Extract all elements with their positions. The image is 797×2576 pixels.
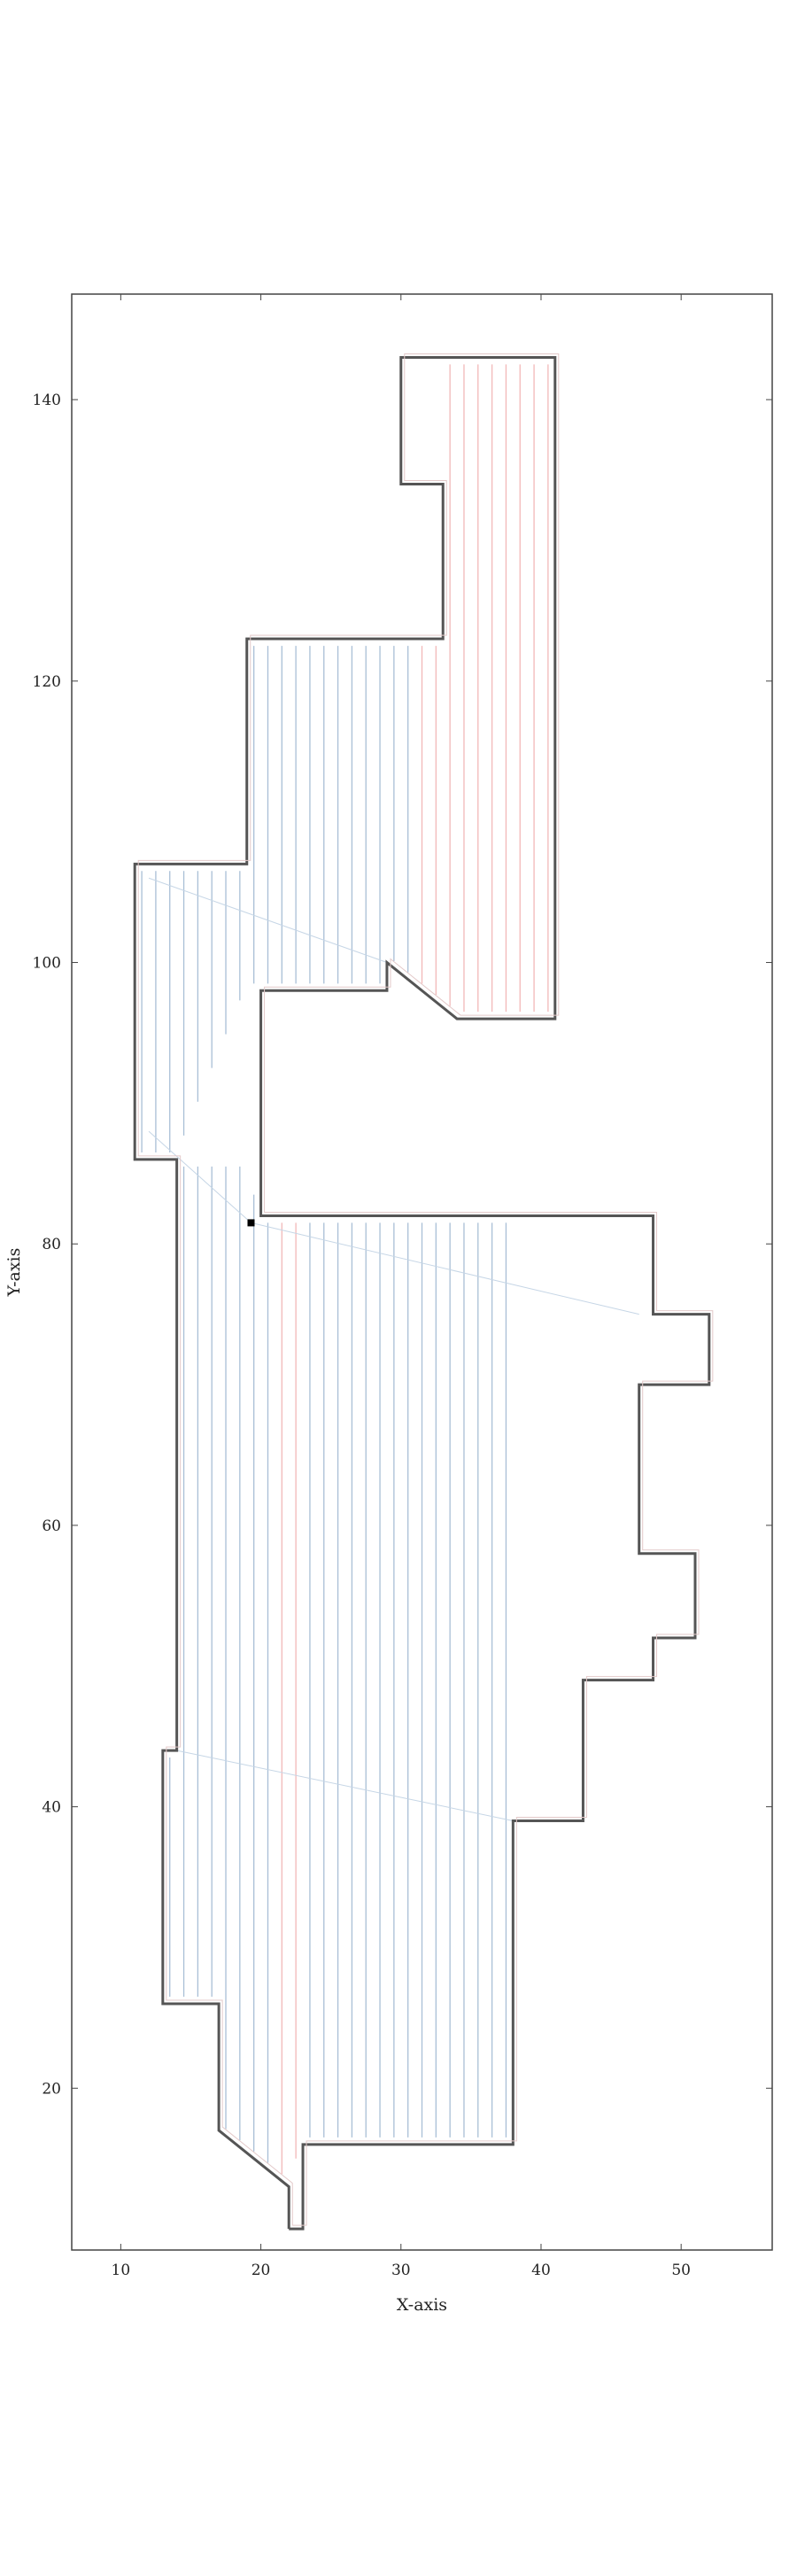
- x-tick-label: 10: [112, 2262, 131, 2279]
- y-tick-label: 140: [33, 392, 61, 409]
- y-axis-title: Y-axis: [4, 1248, 24, 1298]
- x-tick-label: 20: [251, 2262, 271, 2279]
- sweep-lines: [141, 364, 549, 2175]
- y-tick-label: 80: [42, 1236, 61, 1253]
- transit-path: [176, 1750, 514, 1822]
- transit-path: [251, 1222, 639, 1315]
- x-tick-label: 30: [391, 2262, 411, 2279]
- x-tick-label: 50: [671, 2262, 691, 2279]
- x-axis-title: X-axis: [397, 2295, 447, 2315]
- y-tick-label: 60: [42, 1517, 61, 1535]
- transit-path: [148, 877, 388, 964]
- transit-path: [148, 1130, 251, 1223]
- plot-area: [133, 353, 714, 2231]
- y-tick-label: 120: [33, 673, 61, 691]
- y-tick-label: 100: [33, 955, 61, 973]
- boundary-outline: [133, 355, 711, 2231]
- start-marker: [247, 1219, 255, 1227]
- axes: 10 20 30 40 50 20 40 60 80 100 120 140: [33, 293, 773, 2279]
- x-tick-label: 40: [531, 2262, 551, 2279]
- y-tick-label: 20: [42, 2080, 61, 2098]
- y-tick-label: 40: [42, 1799, 61, 1817]
- boundary-inner-offset: [137, 353, 714, 2226]
- plot-frame: [71, 293, 773, 2251]
